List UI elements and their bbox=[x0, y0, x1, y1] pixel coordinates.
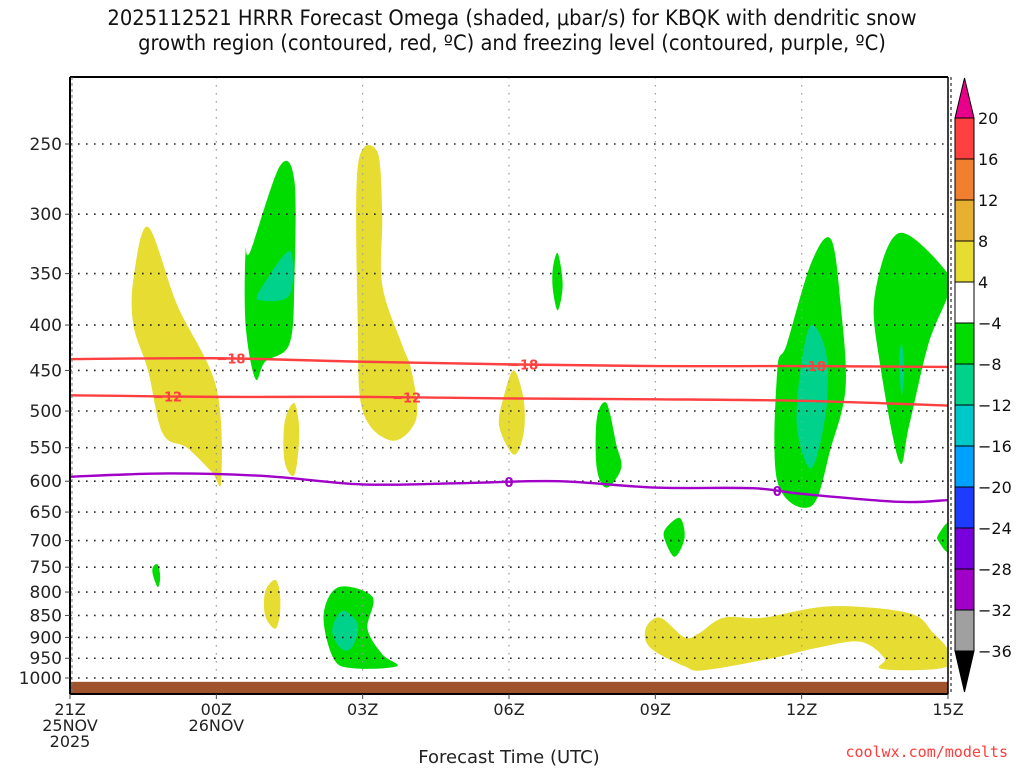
contour-freezing-level-0 bbox=[70, 472, 948, 504]
x-tick-label-0-2: 2025 bbox=[50, 732, 91, 751]
y-tick-label-350: 350 bbox=[30, 265, 62, 285]
contour-label-dgz-minus-18-2: −18 bbox=[797, 360, 826, 375]
colorbar-tick-label-4: 4 bbox=[978, 273, 988, 292]
y-tick-label-250: 250 bbox=[30, 135, 62, 155]
colorbar-tick-label-3: 8 bbox=[978, 232, 988, 251]
contour-label-freezing-level-0-1: 0 bbox=[773, 485, 782, 500]
colorbar-bin-2 bbox=[954, 199, 975, 242]
y-tick-label-550: 550 bbox=[30, 439, 62, 459]
contour-layer: −18 −18 −18 −12 −12 0 0 bbox=[70, 353, 948, 504]
colorbar-bin-5 bbox=[954, 322, 975, 365]
y-tick-label-750: 750 bbox=[30, 558, 62, 578]
omega-region-yellow-small-l bbox=[263, 579, 281, 629]
omega-region-yellow-plume-b bbox=[356, 145, 418, 441]
chart-title-line-2: growth region (contoured, red, ºC) and f… bbox=[138, 31, 886, 55]
colorbar-tick-label-1: 16 bbox=[978, 150, 998, 169]
colorbar-tick-label-2: 12 bbox=[978, 191, 998, 210]
x-axis-label: Forecast Time (UTC) bbox=[418, 747, 599, 768]
y-tick-label-600: 600 bbox=[30, 472, 62, 492]
omega-region-teal-sliver-h bbox=[899, 343, 905, 396]
colorbar-tick-label-12: −32 bbox=[978, 601, 1012, 620]
contour-label-dgz-minus-12-0: −12 bbox=[153, 390, 182, 405]
credit-link[interactable]: coolwx.com/modelts bbox=[845, 743, 1008, 761]
axes-layer: 2503003504004505005506006507007508008509… bbox=[19, 76, 964, 751]
omega-region-yellow-blob-c bbox=[283, 403, 300, 477]
y-tick-label-900: 900 bbox=[30, 628, 62, 648]
colorbar: 20 16 12 8 4 −4 −8 −12 −16 −20 −24 −28 −32 −36 bbox=[954, 77, 1012, 693]
omega-region-green-blob-j bbox=[937, 523, 948, 552]
omega-region-teal-low-m bbox=[332, 610, 359, 651]
colorbar-tick-label-6: −8 bbox=[978, 355, 1002, 374]
omega-region-green-blob-i bbox=[663, 517, 685, 557]
colorbar-tick-label-11: −28 bbox=[978, 560, 1012, 579]
colorbar-tick-label-8: −16 bbox=[978, 437, 1012, 456]
colorbar-bin-11 bbox=[954, 568, 975, 611]
x-tick-label-6-0: 03Z bbox=[347, 700, 378, 719]
colorbar-bin-0 bbox=[954, 117, 975, 160]
omega-region-yellow-blob-d bbox=[498, 370, 525, 455]
omega-region-green-blob-f bbox=[595, 402, 622, 488]
colorbar-tick-label-9: −20 bbox=[978, 478, 1012, 497]
x-tick-label-15-0: 12Z bbox=[786, 700, 817, 719]
colorbar-tick-label-0: 20 bbox=[978, 109, 998, 128]
omega-region-green-small-k bbox=[152, 564, 161, 588]
colorbar-top-arrow bbox=[954, 77, 975, 119]
x-tick-label-0-0: 21Z bbox=[54, 700, 85, 719]
x-tick-label-18-0: 15Z bbox=[932, 700, 963, 719]
y-tick-label-650: 650 bbox=[30, 503, 62, 523]
y-tick-label-700: 700 bbox=[30, 532, 62, 552]
x-tick-label-3-1: 26NOV bbox=[189, 716, 245, 735]
contour-label-freezing-level-0-0: 0 bbox=[504, 476, 513, 491]
colorbar-bin-9 bbox=[954, 486, 975, 529]
contour-label-dgz-minus-12-1: −12 bbox=[392, 391, 421, 406]
colorbar-bin-4 bbox=[954, 281, 975, 324]
contour-label-dgz-minus-18-0: −18 bbox=[216, 353, 245, 368]
chart-title-line-1: 2025112521 HRRR Forecast Omega (shaded, … bbox=[107, 6, 917, 30]
colorbar-tick-label-5: −4 bbox=[978, 314, 1002, 333]
chart-title: 2025112521 HRRR Forecast Omega (shaded, … bbox=[36, 6, 988, 56]
omega-region-teal-core-g bbox=[796, 324, 828, 469]
y-tick-label-800: 800 bbox=[30, 583, 62, 603]
ground-fill bbox=[70, 681, 948, 694]
omega-region-yellow-plume-a bbox=[131, 226, 222, 487]
colorbar-bin-6 bbox=[954, 363, 975, 406]
omega-region-yellow-low-n bbox=[644, 606, 948, 671]
omega-region-green-cell-a bbox=[244, 160, 296, 381]
colorbar-bin-7 bbox=[954, 404, 975, 447]
colorbar-bin-12 bbox=[954, 609, 975, 652]
contour-dgz-minus-12 bbox=[70, 394, 948, 407]
omega-shading-layer bbox=[131, 145, 948, 671]
y-tick-label-300: 300 bbox=[30, 205, 62, 225]
colorbar-bin-3 bbox=[954, 240, 975, 283]
omega-region-green-cell-h bbox=[873, 232, 948, 464]
contour-dgz-minus-18 bbox=[70, 356, 948, 369]
colorbar-tick-label-13: −36 bbox=[978, 642, 1012, 661]
y-tick-label-1000: 1000 bbox=[19, 669, 62, 689]
colorbar-bin-8 bbox=[954, 445, 975, 488]
colorbar-bin-10 bbox=[954, 527, 975, 570]
y-tick-label-950: 950 bbox=[30, 649, 62, 669]
y-tick-label-450: 450 bbox=[30, 361, 62, 381]
colorbar-tick-label-10: −24 bbox=[978, 519, 1012, 538]
omega-region-green-small-e bbox=[552, 252, 563, 311]
x-tick-label-12-0: 09Z bbox=[640, 700, 671, 719]
colorbar-tick-label-7: −12 bbox=[978, 396, 1012, 415]
y-tick-label-500: 500 bbox=[30, 402, 62, 422]
y-tick-label-400: 400 bbox=[30, 316, 62, 336]
x-tick-label-0-1: 25NOV bbox=[42, 716, 98, 735]
y-tick-label-850: 850 bbox=[30, 606, 62, 626]
omega-region-teal-core-a bbox=[256, 250, 294, 302]
colorbar-bottom-arrow bbox=[954, 650, 975, 693]
contour-label-dgz-minus-18-1: −18 bbox=[509, 359, 538, 374]
x-tick-label-3-0: 00Z bbox=[201, 700, 232, 719]
colorbar-bin-1 bbox=[954, 158, 975, 201]
ground-layer bbox=[70, 681, 948, 694]
x-tick-label-9-0: 06Z bbox=[493, 700, 524, 719]
